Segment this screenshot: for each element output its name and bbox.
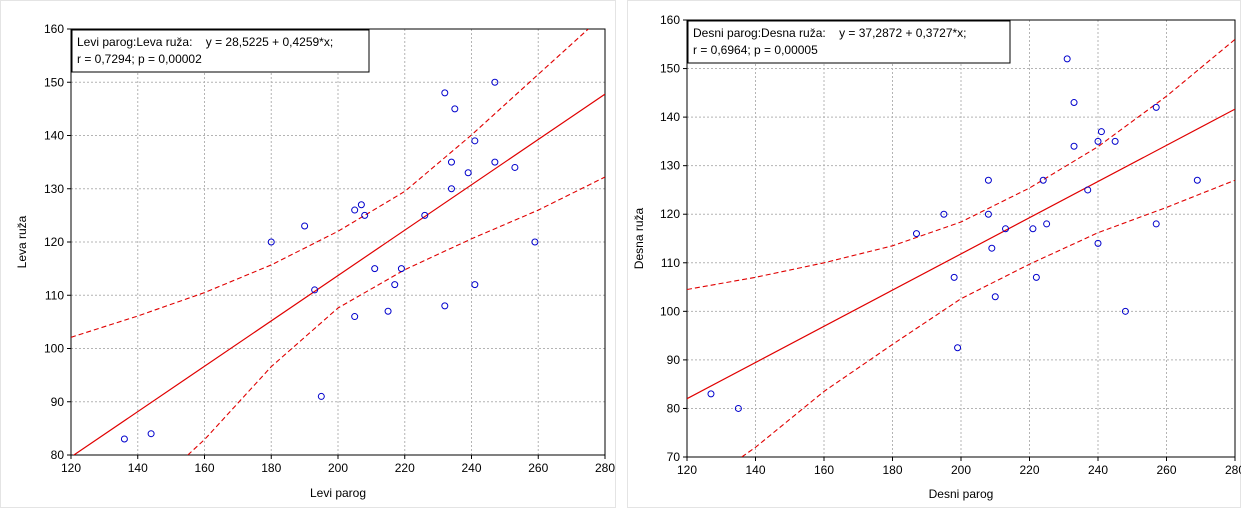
y-tick-label: 160 bbox=[660, 13, 680, 27]
y-tick-label: 100 bbox=[660, 304, 680, 318]
y-tick-label: 100 bbox=[44, 342, 64, 356]
y-tick-label: 150 bbox=[44, 75, 64, 89]
x-tick-label: 260 bbox=[528, 461, 548, 475]
regression-annotation-line: Desni parog:Desna ruža: y = 37,2872 + 0,… bbox=[693, 26, 967, 40]
x-tick-label: 120 bbox=[61, 461, 81, 475]
regression-annotation-line: r = 0,7294; p = 0,00002 bbox=[77, 52, 202, 66]
y-tick-label: 120 bbox=[660, 207, 680, 221]
y-tick-label: 110 bbox=[45, 288, 64, 302]
x-tick-label: 280 bbox=[1225, 463, 1241, 477]
y-tick-label: 80 bbox=[51, 448, 65, 462]
y-tick-label: 140 bbox=[44, 129, 64, 143]
regression-annotation-line: Levi parog:Leva ruža: y = 28,5225 + 0,42… bbox=[77, 35, 333, 49]
x-tick-label: 240 bbox=[1088, 463, 1108, 477]
y-tick-label: 90 bbox=[51, 395, 65, 409]
chart-1: 120 140 160 180 200 220 240 260 280 80 90 100 110 120… bbox=[0, 0, 616, 509]
figure-frame bbox=[628, 1, 1241, 508]
y-axis-label: Desna ruža bbox=[632, 207, 646, 269]
y-tick-label: 150 bbox=[660, 62, 680, 76]
x-tick-label: 200 bbox=[328, 461, 348, 475]
y-tick-label: 110 bbox=[661, 256, 680, 270]
x-tick-label: 220 bbox=[1019, 463, 1039, 477]
x-tick-label: 180 bbox=[882, 463, 902, 477]
figure-frame bbox=[1, 1, 616, 508]
x-tick-label: 220 bbox=[395, 461, 415, 475]
y-tick-label: 130 bbox=[660, 159, 680, 173]
y-tick-label: 70 bbox=[667, 450, 681, 464]
x-tick-label: 200 bbox=[951, 463, 971, 477]
x-tick-label: 120 bbox=[677, 463, 697, 477]
y-tick-label: 130 bbox=[44, 182, 64, 196]
x-tick-label: 160 bbox=[814, 463, 834, 477]
x-tick-label: 160 bbox=[194, 461, 214, 475]
y-axis-label: Leva ruža bbox=[15, 215, 29, 268]
y-tick-label: 160 bbox=[44, 22, 64, 36]
x-axis-label: Levi parog bbox=[310, 486, 366, 500]
regression-annotation-line: r = 0,6964; p = 0,00005 bbox=[693, 43, 818, 57]
x-tick-label: 140 bbox=[745, 463, 765, 477]
x-tick-label: 260 bbox=[1156, 463, 1176, 477]
x-tick-label: 180 bbox=[261, 461, 281, 475]
y-tick-label: 80 bbox=[667, 401, 681, 415]
y-tick-label: 140 bbox=[660, 110, 680, 124]
x-axis-label: Desni parog bbox=[929, 487, 994, 501]
x-tick-label: 280 bbox=[595, 461, 615, 475]
y-tick-label: 90 bbox=[667, 353, 681, 367]
x-tick-label: 140 bbox=[128, 461, 148, 475]
chart-2: 120 140 160 180 200 220 240 260 280 70 80 90 100 110 1… bbox=[627, 0, 1241, 509]
x-tick-label: 240 bbox=[461, 461, 481, 475]
y-tick-label: 120 bbox=[44, 235, 64, 249]
